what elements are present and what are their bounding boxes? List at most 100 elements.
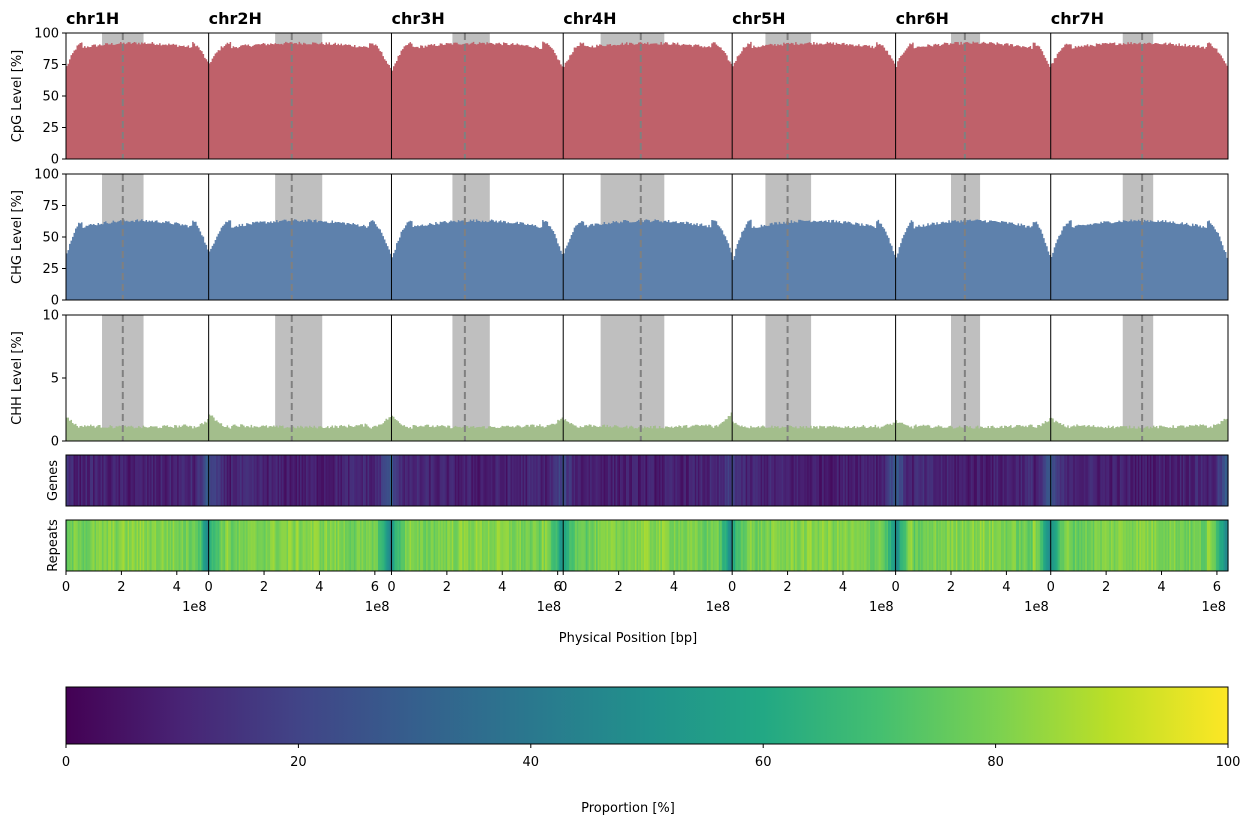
heatmap-cell: [1133, 455, 1136, 506]
heatmap-cell: [276, 520, 279, 571]
heatmap-cell: [654, 520, 657, 571]
heatmap-cell: [154, 520, 157, 571]
heatmap-cell: [1184, 520, 1187, 571]
heatmap-cell: [703, 520, 706, 571]
heatmap-cell: [1145, 455, 1148, 506]
heatmap-cell: [539, 455, 542, 506]
heatmap-cell: [661, 520, 664, 571]
heatmap-cell: [847, 520, 850, 571]
heatmap-cell: [1163, 520, 1166, 571]
y-tick-label: 0: [51, 153, 59, 168]
panel-chg-chr1H: [66, 174, 209, 300]
heatmap-cell: [735, 455, 738, 506]
heatmap-cell: [69, 455, 72, 506]
heatmap-cell: [228, 455, 231, 506]
heatmap-cell: [480, 520, 483, 571]
heatmap-cell: [246, 520, 249, 571]
heatmap-cell: [318, 455, 321, 506]
heatmap-cell: [940, 455, 943, 506]
heatmap-cell: [861, 520, 864, 571]
heatmap-cell: [990, 455, 993, 506]
heatmap-cell: [537, 520, 540, 571]
heatmap-cell: [652, 520, 656, 571]
heatmap-cell: [757, 520, 760, 571]
heatmap-cell: [1155, 455, 1158, 506]
heatmap-cell: [175, 455, 178, 506]
heatmap-cell: [735, 520, 738, 571]
heatmap-cell: [699, 455, 702, 506]
heatmap-cell: [423, 455, 426, 506]
heatmap-cell: [606, 455, 609, 506]
methylation-bars: [732, 421, 896, 441]
heatmap-cell: [132, 520, 135, 571]
heatmap-cell: [741, 520, 744, 571]
heatmap-cell: [337, 455, 340, 506]
heatmap-cell: [1088, 455, 1091, 506]
heatmap-cell: [575, 520, 578, 571]
heatmap-cell: [796, 520, 799, 571]
heatmap-cell: [490, 455, 494, 506]
y-axis-label-chg: CHG Level [%]: [10, 190, 25, 284]
heatmap-cell: [288, 455, 291, 506]
heatmap-cell: [602, 520, 605, 571]
heatmap-cell: [268, 455, 271, 506]
heatmap-cell: [643, 520, 647, 571]
heatmap-cell: [315, 455, 318, 506]
heatmap-cell: [1121, 520, 1124, 571]
heatmap-cell: [584, 520, 587, 571]
heatmap-cell: [1034, 455, 1037, 506]
heatmap-cell: [222, 455, 225, 506]
heatmap-cell: [1157, 455, 1160, 506]
heatmap-cell: [123, 520, 126, 571]
heatmap-cell: [175, 520, 178, 571]
heatmap-cell: [930, 455, 933, 506]
colorbar-tick-label: 40: [523, 755, 540, 770]
heatmap-cell: [292, 520, 295, 571]
heatmap-cell: [339, 455, 342, 506]
heatmap-cell: [826, 455, 829, 506]
heatmap-cell: [1005, 520, 1008, 571]
heatmap-cell: [475, 520, 478, 571]
heatmap-cell: [736, 455, 739, 506]
heatmap-cell: [862, 520, 865, 571]
heatmap-cell: [241, 520, 244, 571]
heatmap-cell: [814, 455, 817, 506]
heatmap-cell: [138, 455, 141, 506]
heatmap-cell: [808, 520, 811, 571]
heatmap-cell: [828, 520, 831, 571]
heatmap-cell: [1074, 455, 1077, 506]
heatmap-cell: [1065, 520, 1068, 571]
heatmap-cell: [1101, 455, 1104, 506]
heatmap-cell: [1149, 520, 1152, 571]
x-tick-label: 6: [371, 580, 379, 595]
heatmap-cell: [1095, 520, 1098, 571]
heatmap-cell: [249, 520, 252, 571]
heatmap-cell: [1055, 520, 1058, 571]
heatmap-cell: [499, 455, 503, 506]
heatmap-cell: [1172, 520, 1175, 571]
heatmap-cell: [148, 455, 151, 506]
heatmap-cell: [1022, 455, 1025, 506]
x-tick-label: 4: [173, 580, 181, 595]
heatmap-cell: [151, 520, 154, 571]
heatmap-cell: [527, 520, 530, 571]
y-tick-label: 75: [42, 199, 59, 214]
heatmap-cell: [361, 455, 364, 506]
heatmap-cell: [1091, 455, 1094, 506]
heatmap-cell: [567, 455, 570, 506]
heatmap-cell: [844, 455, 847, 506]
heatmap-cell: [682, 520, 685, 571]
heatmap-cell: [129, 455, 132, 506]
panel-cpg-chr5H: [732, 33, 896, 160]
heatmap-cell: [250, 520, 253, 571]
heatmap-cell: [283, 455, 286, 506]
heatmap-cell: [502, 520, 506, 571]
heatmap-cell: [460, 520, 463, 571]
heatmap-cell: [405, 455, 408, 506]
heatmap-cell: [805, 520, 808, 571]
heatmap-cell: [793, 455, 796, 506]
heatmap-cell: [1178, 455, 1181, 506]
x-tick-label: 0: [205, 580, 213, 595]
heatmap-cell: [1031, 520, 1034, 571]
heatmap-cell: [93, 455, 96, 506]
